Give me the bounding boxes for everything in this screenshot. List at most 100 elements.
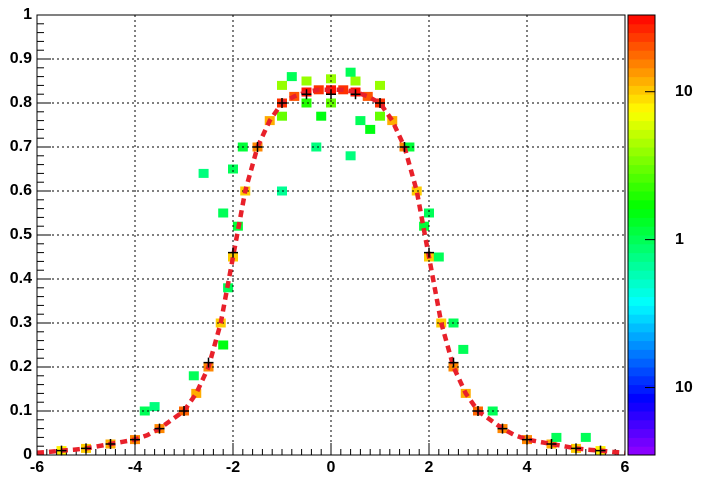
palette-band [628,384,655,394]
heatmap-cell [149,402,160,412]
palette-band [628,261,655,271]
heatmap-cell [139,406,150,416]
heatmap-cell [198,168,209,178]
profile-point [595,445,606,456]
heatmap-cell [301,76,312,86]
palette-band [628,111,655,122]
heatmap-cell [551,432,562,442]
palette-band [628,155,655,166]
palette-band [628,59,655,69]
heatmap-cell [362,91,373,101]
x-tick-label: 0 [327,459,336,476]
heatmap-cell [355,116,366,126]
palette-band [628,314,655,324]
profile-point [497,423,508,434]
palette-band [628,173,655,183]
profile-point [277,98,287,108]
palette-band [628,349,655,359]
palette-band [628,32,655,42]
palette-band [628,199,655,210]
heatmap-cell [191,388,202,398]
heatmap-cell [424,208,434,218]
heatmap-cell [350,76,361,86]
palette-band [628,50,655,60]
profile-point [203,357,214,368]
palette-band [628,279,655,289]
profile-point [228,247,238,258]
palette-band [628,367,655,377]
palette-band [628,76,655,86]
x-tick-label: 2 [425,459,434,476]
profile-point [56,445,67,456]
z-tick-label: 10 [675,379,693,396]
heatmap-cell [286,72,297,82]
palette-band [628,208,655,218]
y-tick-label: 0.1 [10,402,32,419]
x-tick-label: -2 [226,459,240,476]
palette-band [628,287,655,298]
z-tick-label: 1 [675,231,684,248]
profile-point [399,142,410,152]
x-tick-label: -6 [30,459,44,476]
palette-band [628,120,655,130]
palette-band [628,85,655,95]
palette-band [628,411,655,421]
palette-band [628,94,655,104]
palette-band [628,15,655,25]
heatmap-cell [375,111,385,121]
palette-band [628,23,655,34]
palette-band [628,393,655,403]
heatmap-cell [311,142,322,152]
palette-band [628,375,655,386]
palette-band [628,226,655,236]
palette-band [628,428,655,438]
palette-band [628,419,655,430]
heatmap-cell [411,186,422,196]
heatmap-cell [277,80,287,90]
profile-point [130,434,140,445]
palette-band [628,182,655,192]
heatmap-cell [345,67,356,77]
profile-point [350,89,361,100]
x-tick-label: 6 [621,459,630,476]
profile-point [571,443,581,454]
heatmap-cell [580,432,591,442]
y-tick-label: 0.6 [10,182,32,199]
palette-band [628,147,655,157]
palette-band [628,331,655,342]
x-tick-label: -4 [128,459,142,476]
profile-point [301,89,312,100]
y-tick-label: 0.5 [10,226,32,243]
heatmap-cell [387,116,398,126]
profile-point [448,357,459,368]
palette-band [628,67,655,78]
y-tick-label: 0.3 [10,314,32,331]
profile-point [105,439,116,449]
plot-frame [36,14,626,456]
heatmap-cell [433,252,444,262]
heatmap-cell [218,208,229,218]
profile-point [473,406,483,416]
heatmap-cell [326,74,336,84]
palette-band [628,191,655,201]
y-tick-label: 0.2 [10,358,32,375]
y-tick-label: 1 [23,6,32,23]
heatmap-cell [188,371,199,381]
palette-band [628,340,655,350]
profile-point [179,406,189,416]
y-tick-label: 0.7 [10,138,32,155]
palette-band [628,323,655,333]
y-tick-label: 0.8 [10,94,32,111]
profile-point [424,247,434,258]
y-tick-label: 0.4 [10,270,32,287]
profile-point [375,98,385,108]
palette-band [628,138,655,148]
palette-band [628,103,655,113]
heatmap-cell [218,340,229,350]
palette-band [628,252,655,262]
palette-band [628,235,655,245]
profile-point [252,142,263,152]
palette-band [628,164,655,174]
palette-band [628,446,655,456]
